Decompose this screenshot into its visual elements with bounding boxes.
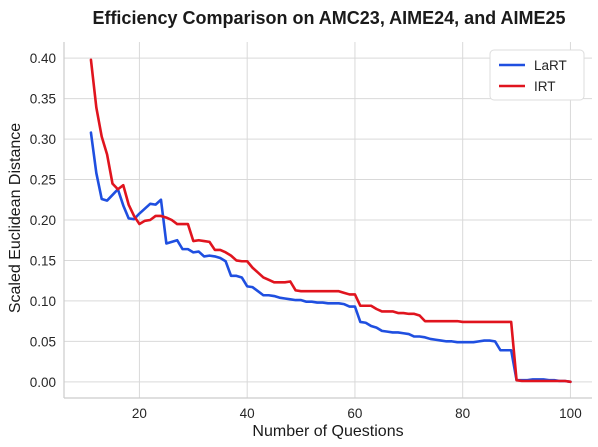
y-tick-label: 0.35 bbox=[30, 92, 56, 107]
x-tick-labels: 20 40 60 80 100 bbox=[132, 406, 582, 421]
x-tick-label: 40 bbox=[240, 406, 255, 421]
series-layer bbox=[89, 58, 572, 384]
y-tick-label: 0.00 bbox=[30, 375, 56, 390]
y-tick-label: 0.20 bbox=[30, 213, 56, 228]
legend-label-irt: IRT bbox=[534, 79, 556, 94]
grid bbox=[64, 42, 592, 398]
y-tick-label: 0.05 bbox=[30, 334, 56, 349]
series-line-lart bbox=[89, 131, 572, 384]
x-tick-label: 20 bbox=[132, 406, 147, 421]
chart-title: Efficiency Comparison on AMC23, AIME24, … bbox=[92, 8, 565, 28]
y-tick-label: 0.15 bbox=[30, 253, 56, 268]
y-axis-label: Scaled Euclidean Distance bbox=[7, 123, 24, 313]
y-tick-label: 0.40 bbox=[30, 51, 56, 66]
y-tick-label: 0.25 bbox=[30, 173, 56, 188]
legend: LaRT IRT bbox=[489, 49, 585, 101]
x-tick-label: 80 bbox=[455, 406, 470, 421]
y-tick-label: 0.30 bbox=[30, 132, 56, 147]
axes bbox=[63, 42, 592, 399]
y-tick-labels: 0.00 0.05 0.10 0.15 0.20 0.25 0.30 0.35 0.40 bbox=[30, 51, 56, 390]
legend-label-lart: LaRT bbox=[534, 58, 567, 73]
x-axis-label: Number of Questions bbox=[252, 423, 403, 440]
legend-box bbox=[489, 49, 585, 101]
x-tick-label: 60 bbox=[347, 406, 362, 421]
y-tick-label: 0.10 bbox=[30, 294, 56, 309]
x-tick-label: 100 bbox=[559, 406, 582, 421]
series-line-irt bbox=[89, 58, 572, 384]
